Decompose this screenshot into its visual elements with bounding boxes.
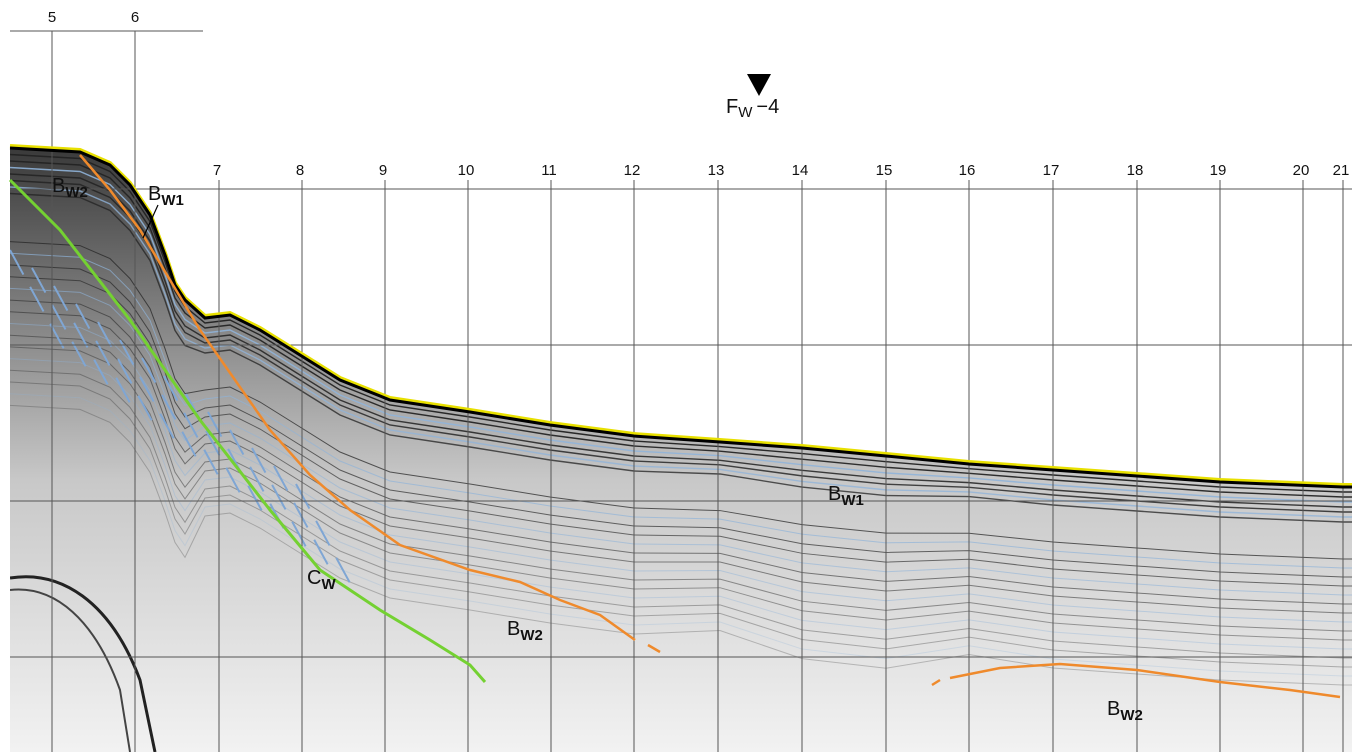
reflector xyxy=(9,192,1352,523)
dipping-reflector xyxy=(97,321,159,433)
dipping-reflector xyxy=(75,303,137,415)
bottom-left-cover xyxy=(0,0,10,752)
shotpoint-label: 5 xyxy=(48,9,56,26)
horizons xyxy=(8,144,1352,699)
reflector xyxy=(9,369,1352,659)
horizon-label: BW1 xyxy=(828,483,864,509)
reflector xyxy=(9,166,1352,503)
label-main: B xyxy=(828,483,841,505)
fault-sub: W xyxy=(738,104,753,121)
label-main: B xyxy=(1107,698,1120,720)
sediment xyxy=(10,148,1352,752)
fault-main: F xyxy=(726,96,738,118)
reflector xyxy=(9,173,1352,508)
reflector xyxy=(9,299,1352,605)
dipping-reflector xyxy=(163,375,225,487)
buried-structure xyxy=(9,588,131,752)
shotpoint-label: 6 xyxy=(131,9,139,26)
label-sub: W2 xyxy=(65,184,88,201)
seabed xyxy=(9,146,1352,489)
label-main: C xyxy=(307,567,321,589)
reflector xyxy=(9,323,1352,623)
reflector xyxy=(9,252,1352,569)
dipping-reflector xyxy=(31,267,93,379)
shotpoint-label: 19 xyxy=(1210,162,1227,179)
shotpoint-label: 7 xyxy=(213,162,221,179)
shotpoint-label: 11 xyxy=(541,162,557,179)
horizon-bw2 xyxy=(79,154,636,642)
label-main: B xyxy=(52,175,65,197)
label-sub: W2 xyxy=(1120,707,1143,724)
reflector xyxy=(9,287,1352,596)
shotpoint-label: 9 xyxy=(379,162,387,179)
label-sub: W1 xyxy=(841,492,864,509)
dipping-reflector xyxy=(141,357,203,469)
reflector xyxy=(9,241,1352,560)
reflector xyxy=(9,153,1352,493)
reflector xyxy=(9,179,1352,513)
shotpoint-label: 15 xyxy=(876,162,893,179)
horizon-label: BW2 xyxy=(1107,698,1143,724)
label-sub: W xyxy=(321,576,336,593)
reflector xyxy=(9,358,1352,650)
horizon-bw2 xyxy=(949,662,1341,699)
label-main: B xyxy=(507,618,520,640)
fault-suffix: −4 xyxy=(756,96,779,118)
horizon-label: BW2 xyxy=(52,175,88,201)
shotpoint-label: 13 xyxy=(708,162,725,179)
shotpoint-label: 10 xyxy=(458,162,475,179)
shotpoint-label: 20 xyxy=(1293,162,1310,179)
dipping-reflector xyxy=(9,249,71,361)
shotpoint-label: 8 xyxy=(296,162,304,179)
leader xyxy=(142,204,159,239)
fault-marker xyxy=(747,74,771,96)
label-sub: W2 xyxy=(520,627,543,644)
reflector xyxy=(9,381,1352,668)
shotpoint-label: 18 xyxy=(1127,162,1144,179)
reflector xyxy=(9,346,1352,641)
dipping-reflector xyxy=(273,465,335,577)
horizon-cw xyxy=(8,178,487,683)
reflector xyxy=(9,160,1352,498)
shotpoint-label: 16 xyxy=(959,162,976,179)
shotpoint-label: 14 xyxy=(792,162,809,179)
dipping-reflector xyxy=(119,339,181,451)
label-sub: W1 xyxy=(161,192,184,209)
horizon-label: BW1 xyxy=(148,183,184,209)
horizon-label: BW2 xyxy=(507,618,543,644)
reflector xyxy=(9,186,1352,518)
reflector xyxy=(9,311,1352,614)
horizon-label: CW xyxy=(307,567,336,593)
shotpoint-label: 17 xyxy=(1043,162,1060,179)
grid xyxy=(10,30,1352,752)
dipping-reflector xyxy=(53,285,115,397)
fault-label: FW −4 xyxy=(726,96,779,121)
horizon-bw2 xyxy=(931,678,941,687)
reflector xyxy=(9,334,1352,632)
shotpoint-label: 21 xyxy=(1333,162,1350,179)
horizon-bw2 xyxy=(647,643,661,654)
shotpoint-label: 12 xyxy=(624,162,641,179)
label-main: B xyxy=(148,183,161,205)
buried-structure xyxy=(9,575,157,752)
dipping-reflector xyxy=(295,483,357,595)
reflector xyxy=(9,264,1352,578)
